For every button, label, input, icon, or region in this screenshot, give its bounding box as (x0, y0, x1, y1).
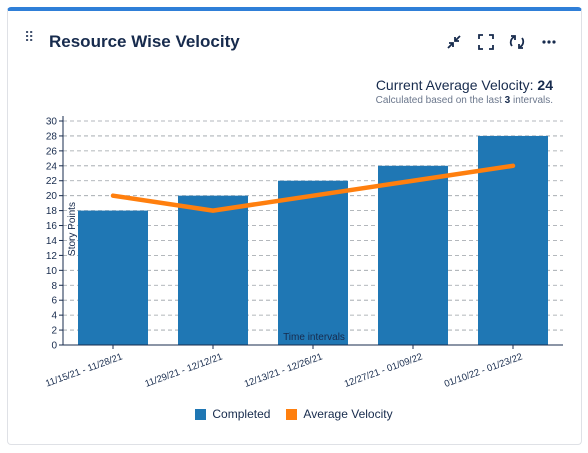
sub-prefix: Calculated based on the last (375, 95, 502, 106)
sub-count: 3 (504, 95, 511, 106)
velocity-label: Current Average Velocity: (375, 77, 534, 93)
velocity-widget (7, 7, 582, 445)
legend-swatch-completed (195, 408, 207, 420)
more-icon[interactable] (538, 31, 560, 53)
velocity-value: 24 (537, 77, 553, 93)
legend-label-average: Average Velocity (303, 407, 393, 421)
fullscreen-icon[interactable] (475, 31, 497, 53)
sub-suffix: intervals. (512, 95, 553, 106)
refresh-icon[interactable] (506, 31, 528, 53)
legend-label-completed: Completed (212, 407, 271, 421)
legend-item-completed[interactable]: Completed (195, 407, 270, 421)
widget-title: Resource Wise Velocity (49, 32, 240, 51)
legend-swatch-average (286, 408, 298, 420)
chart-legend: Completed Average Velocity (0, 407, 588, 421)
current-average-velocity: Current Average Velocity: 24 (376, 77, 553, 93)
legend-item-average[interactable]: Average Velocity (286, 407, 393, 421)
velocity-subtitle: Calculated based on the last 3 intervals… (376, 95, 553, 106)
minimize-icon[interactable] (443, 31, 465, 53)
drag-handle-icon[interactable]: ⠿ (24, 29, 34, 45)
